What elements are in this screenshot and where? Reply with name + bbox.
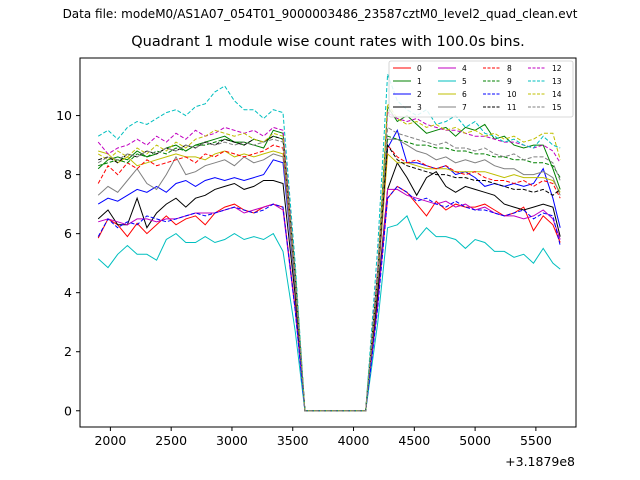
series-line-15 bbox=[97, 126, 561, 412]
y-tick-label: 6 bbox=[64, 226, 72, 241]
chart-title: Quadrant 1 module wise count rates with … bbox=[131, 34, 525, 50]
x-tick-label: 5000 bbox=[459, 433, 491, 448]
legend-label-12: 12 bbox=[552, 64, 562, 73]
x-tick-label: 3500 bbox=[277, 433, 309, 448]
legend-label-8: 8 bbox=[507, 64, 512, 73]
series-line-0 bbox=[97, 185, 561, 412]
legend-label-10: 10 bbox=[507, 90, 517, 99]
series-lines bbox=[97, 74, 561, 412]
series-line-9 bbox=[98, 135, 561, 412]
y-tick-label: 0 bbox=[64, 403, 72, 418]
x-offset-label: +3.1879e8 bbox=[505, 454, 575, 469]
y-tick-label: 8 bbox=[64, 167, 72, 182]
legend-label-7: 7 bbox=[462, 103, 467, 112]
legend-label-15: 15 bbox=[552, 103, 562, 112]
legend-label-9: 9 bbox=[507, 77, 512, 86]
y-tick-label: 4 bbox=[64, 285, 72, 300]
figure-suptitle: Data file: modeM0/AS1A07_054T01_90000034… bbox=[62, 7, 578, 21]
legend-label-3: 3 bbox=[417, 103, 422, 112]
legend-label-11: 11 bbox=[507, 103, 517, 112]
axes-frame bbox=[79, 57, 577, 428]
series-line-10 bbox=[97, 185, 561, 412]
legend-label-13: 13 bbox=[552, 77, 562, 86]
legend-label-14: 14 bbox=[552, 90, 562, 99]
legend-box bbox=[388, 60, 574, 118]
x-axis: 2000 2500 3000 3500 4000 4500 5000 5500 bbox=[94, 427, 552, 448]
legend-label-1: 1 bbox=[417, 77, 422, 86]
series-line-5 bbox=[97, 215, 561, 412]
x-tick-label: 2500 bbox=[155, 433, 187, 448]
x-tick-label: 4500 bbox=[398, 433, 430, 448]
series-line-13 bbox=[97, 74, 561, 412]
x-tick-label: 2000 bbox=[94, 433, 126, 448]
y-tick-label: 10 bbox=[56, 108, 72, 123]
series-line-4 bbox=[98, 188, 561, 412]
legend-label-6: 6 bbox=[462, 90, 467, 99]
series-line-12 bbox=[97, 111, 561, 412]
legend-label-4: 4 bbox=[462, 64, 467, 73]
legend-label-0: 0 bbox=[417, 64, 422, 73]
y-axis: 0 2 4 6 8 10 bbox=[56, 108, 80, 418]
legend-label-5: 5 bbox=[462, 77, 467, 86]
legend-label-2: 2 bbox=[417, 90, 422, 99]
series-line-1 bbox=[97, 105, 561, 412]
series-line-6 bbox=[98, 150, 561, 412]
y-tick-label: 2 bbox=[64, 344, 72, 359]
x-tick-label: 3000 bbox=[216, 433, 248, 448]
x-tick-label: 5500 bbox=[520, 433, 552, 448]
series-line-11 bbox=[98, 135, 561, 412]
series-line-14 bbox=[97, 102, 561, 412]
x-tick-label: 4000 bbox=[338, 433, 370, 448]
series-line-3 bbox=[97, 161, 561, 412]
